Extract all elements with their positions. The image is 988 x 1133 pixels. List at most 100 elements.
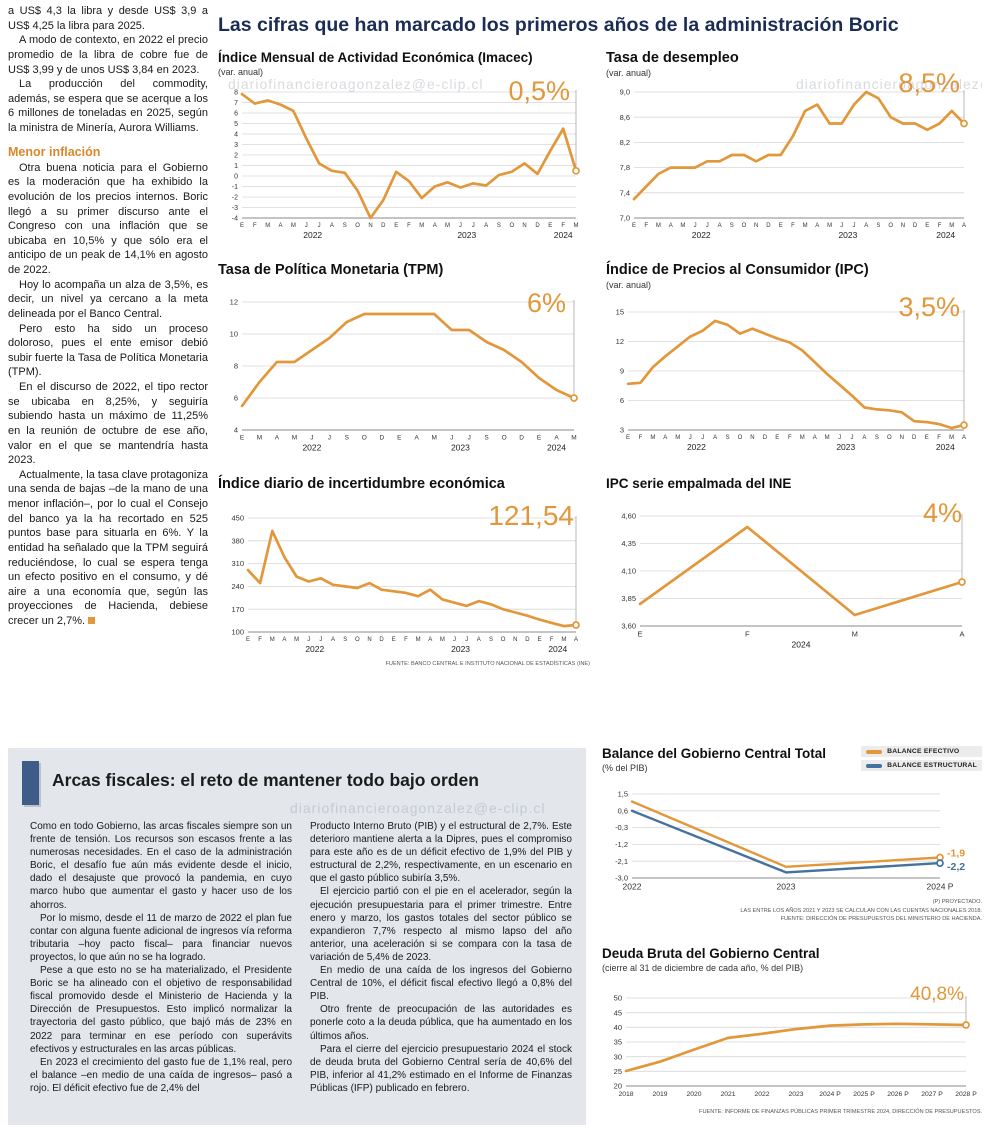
chart-source: FUENTE: BANCO CENTRAL E INSTITUTO NACION…: [385, 661, 590, 667]
svg-text:A: A: [574, 637, 578, 643]
fiscal-section-title: Arcas fiscales: el reto de mantener todo…: [52, 770, 479, 790]
svg-text:F: F: [644, 223, 648, 229]
chart-title: Índice de Precios al Consumidor (IPC): [606, 262, 869, 278]
svg-text:1,5: 1,5: [618, 790, 628, 799]
svg-text:8,6: 8,6: [620, 113, 630, 122]
svg-text:D: D: [535, 223, 540, 229]
svg-text:2022: 2022: [303, 230, 322, 240]
svg-text:D: D: [519, 435, 524, 442]
svg-text:J: J: [318, 223, 321, 229]
svg-text:E: E: [626, 435, 630, 441]
svg-text:2022: 2022: [692, 230, 711, 240]
svg-text:2024: 2024: [936, 442, 955, 452]
svg-text:E: E: [392, 637, 396, 643]
svg-text:6: 6: [620, 396, 624, 405]
svg-text:12: 12: [616, 337, 624, 346]
svg-text:A: A: [663, 435, 667, 441]
svg-text:2027 P: 2027 P: [921, 1091, 943, 1098]
svg-text:N: N: [900, 435, 904, 441]
svg-text:A: A: [275, 435, 280, 442]
chart-legend: BALANCE EFECTIVO BALANCE ESTRUCTURAL: [861, 746, 982, 774]
svg-text:M: M: [257, 435, 262, 442]
svg-text:2023: 2023: [777, 882, 796, 892]
svg-text:100: 100: [231, 628, 244, 637]
svg-text:M: M: [574, 223, 579, 229]
chart-plot: 9,0 8,6 8,2 7,8 7,4 7,0 E F M A M J J A S O N D E F M A M J J A S O…: [606, 86, 978, 244]
chart-value-label: 6%: [526, 288, 566, 318]
svg-text:J: J: [838, 435, 841, 441]
svg-text:O: O: [501, 637, 506, 643]
svg-text:15: 15: [616, 308, 624, 317]
svg-text:A: A: [669, 223, 673, 229]
svg-text:310: 310: [231, 559, 244, 568]
svg-text:J: J: [694, 223, 697, 229]
svg-text:2024: 2024: [548, 644, 567, 654]
svg-text:O: O: [509, 223, 514, 229]
legend-label: BALANCE ESTRUCTURAL: [887, 762, 977, 769]
svg-text:M: M: [656, 223, 661, 229]
chart-title: Índice Mensual de Actividad Económica (I…: [218, 50, 533, 65]
svg-text:N: N: [754, 223, 758, 229]
svg-text:2018: 2018: [618, 1091, 633, 1098]
svg-text:-2,2: -2,2: [947, 861, 965, 873]
chart-value-label: 4%: [922, 498, 962, 528]
legend-label: BALANCE EFECTIVO: [887, 748, 960, 755]
svg-text:E: E: [779, 223, 783, 229]
svg-text:M: M: [291, 223, 296, 229]
article-paragraph: Hoy lo acompaña un alza de 3,5%, es deci…: [8, 278, 208, 320]
svg-text:2023: 2023: [788, 1091, 803, 1098]
svg-text:S: S: [726, 435, 730, 441]
svg-text:6: 6: [234, 394, 238, 403]
svg-text:M: M: [675, 435, 680, 441]
svg-text:M: M: [419, 223, 424, 229]
svg-text:2028 P: 2028 P: [955, 1091, 977, 1098]
svg-text:4: 4: [234, 132, 238, 139]
svg-text:2019: 2019: [652, 1091, 667, 1098]
chart-tpm: Tasa de Política Monetaria (TPM) 6% 12 10…: [218, 262, 590, 460]
svg-text:M: M: [561, 637, 566, 643]
svg-text:2022: 2022: [623, 882, 642, 892]
svg-text:45: 45: [614, 1008, 622, 1017]
svg-text:J: J: [840, 223, 843, 229]
chart-source: FUENTE: INFORME DE FINANZAS PÚBLICAS PRI…: [699, 1109, 982, 1115]
article-paragraph: A modo de contexto, en 2022 el precio pr…: [8, 34, 208, 76]
svg-text:-2,1: -2,1: [615, 857, 628, 866]
svg-text:O: O: [355, 637, 360, 643]
svg-text:M: M: [265, 223, 270, 229]
fiscal-paragraph: Otro frente de preocupación de las autor…: [310, 1004, 572, 1042]
fiscal-paragraph: El ejercicio partió con el pie en el ace…: [310, 886, 572, 963]
svg-text:-4: -4: [232, 215, 238, 222]
svg-text:8,2: 8,2: [620, 138, 630, 147]
chart-ipc: Índice de Precios al Consumidor (IPC) (v…: [606, 262, 978, 460]
svg-text:9: 9: [620, 367, 624, 376]
efectivo-line-swatch: [866, 749, 883, 754]
svg-text:2026 P: 2026 P: [887, 1091, 909, 1098]
legend-item-efectivo: BALANCE EFECTIVO: [861, 746, 982, 757]
svg-text:E: E: [925, 223, 929, 229]
svg-text:A: A: [962, 223, 966, 229]
svg-text:J: J: [328, 435, 331, 442]
svg-text:O: O: [887, 435, 892, 441]
fiscal-paragraph: Como en todo Gobierno, las arcas fiscale…: [30, 821, 292, 911]
chart-value-label: 0,5%: [508, 76, 570, 106]
chart-imacec: Índice Mensual de Actividad Económica (I…: [218, 50, 590, 248]
svg-text:E: E: [240, 223, 244, 229]
chart-balance: Balance del Gobierno Central Total (% de…: [602, 746, 982, 944]
fiscal-section: Arcas fiscales: el reto de mantener todo…: [8, 748, 586, 1125]
svg-text:D: D: [381, 223, 386, 229]
svg-text:S: S: [343, 223, 347, 229]
chart-plot: 450 380 310 240 170 100 E F M A M J J A S O N D E F M A M J J A S O…: [218, 510, 590, 658]
svg-text:2022: 2022: [302, 443, 321, 453]
svg-text:2024 P: 2024 P: [819, 1091, 841, 1098]
article-paragraph-text: Actualmente, la tasa clave protagoniza u…: [8, 468, 208, 627]
svg-text:-3,0: -3,0: [615, 874, 628, 883]
svg-text:F: F: [404, 637, 408, 643]
svg-text:-2: -2: [232, 195, 238, 202]
svg-text:2023: 2023: [451, 443, 470, 453]
svg-text:-1,2: -1,2: [615, 840, 628, 849]
svg-text:10: 10: [230, 330, 238, 339]
svg-text:J: J: [319, 637, 322, 643]
svg-text:4,35: 4,35: [621, 539, 636, 548]
svg-text:O: O: [888, 223, 893, 229]
svg-text:E: E: [537, 435, 542, 442]
